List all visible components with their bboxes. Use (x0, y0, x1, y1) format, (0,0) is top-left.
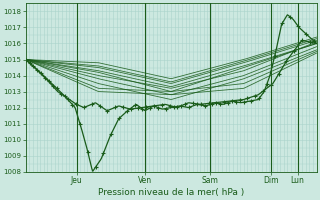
X-axis label: Pression niveau de la mer( hPa ): Pression niveau de la mer( hPa ) (98, 188, 244, 197)
